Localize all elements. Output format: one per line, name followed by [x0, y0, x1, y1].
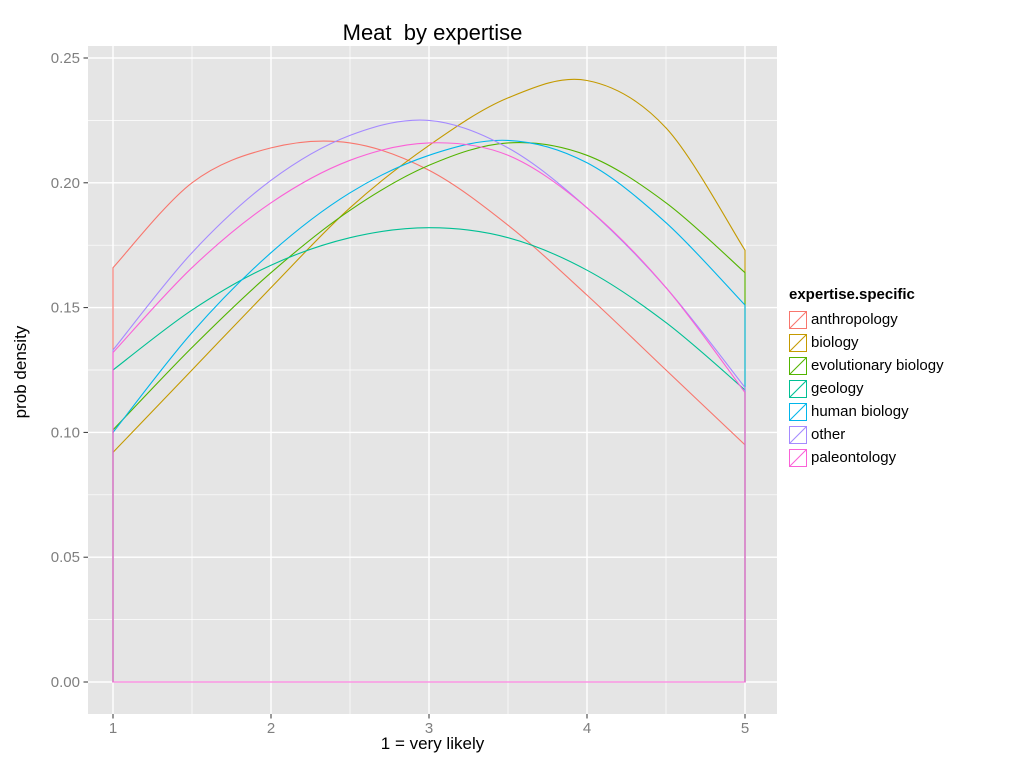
legend: expertise.specific anthropology biology ev…: [789, 286, 944, 469]
y-tick-label: 0.20: [51, 175, 80, 192]
x-tick-label: 5: [741, 720, 749, 737]
axis-tick-marks: [83, 57, 746, 719]
legend-item-other: other: [789, 423, 944, 446]
legend-label: biology: [811, 334, 859, 351]
legend-item-anthropology: anthropology: [789, 308, 944, 331]
plot-panel: [88, 46, 777, 714]
density-curve-human-biology: [112, 139, 746, 683]
legend-key-icon: [789, 448, 807, 467]
legend-label: geology: [811, 380, 864, 397]
y-tick-label: 0.25: [51, 50, 80, 67]
legend-key-icon: [789, 333, 807, 352]
legend-key-icon: [789, 310, 807, 329]
legend-label: evolutionary biology: [811, 357, 944, 374]
axis-tick-labels: 1 2 3 4 5 0.00 0.05 0.10 0.15 0.20 0.25: [51, 50, 749, 737]
density-curve-biology: [112, 78, 746, 683]
legend-key-icon: [789, 402, 807, 421]
y-tick-label: 0.05: [51, 549, 80, 566]
legend-item-geology: geology: [789, 377, 944, 400]
legend-items: anthropology biology evolutionary biology g…: [789, 308, 944, 469]
y-axis-title: prob density: [11, 325, 30, 419]
x-axis-title: 1 = very likely: [380, 734, 485, 753]
x-tick-label: 4: [583, 720, 591, 737]
density-curve-geology: [112, 227, 746, 683]
y-tick-label: 0.00: [51, 674, 80, 691]
density-curve-evolutionary-biology: [112, 142, 746, 683]
y-tick-label: 0.15: [51, 300, 80, 317]
legend-item-human-biology: human biology: [789, 400, 944, 423]
legend-key-icon: [789, 425, 807, 444]
legend-item-biology: biology: [789, 331, 944, 354]
x-tick-label: 2: [267, 720, 275, 737]
legend-key-icon: [789, 356, 807, 375]
legend-label: anthropology: [811, 311, 898, 328]
legend-label: human biology: [811, 403, 909, 420]
x-tick-label: 3: [425, 720, 433, 737]
density-curve-anthropology: [112, 140, 746, 683]
density-curve-paleontology: [112, 142, 746, 683]
legend-label: other: [811, 426, 846, 443]
legend-title: expertise.specific: [789, 286, 915, 303]
legend-item-evolutionary-biology: evolutionary biology: [789, 354, 944, 377]
legend-item-paleontology: paleontology: [789, 446, 944, 469]
chart-title: Meat by expertise: [342, 20, 523, 45]
minor-gridlines: [88, 46, 777, 714]
y-tick-label: 0.10: [51, 424, 80, 441]
density-curves: [112, 78, 746, 683]
x-tick-label: 1: [109, 720, 117, 737]
legend-label: paleontology: [811, 449, 897, 466]
legend-key-icon: [789, 379, 807, 398]
